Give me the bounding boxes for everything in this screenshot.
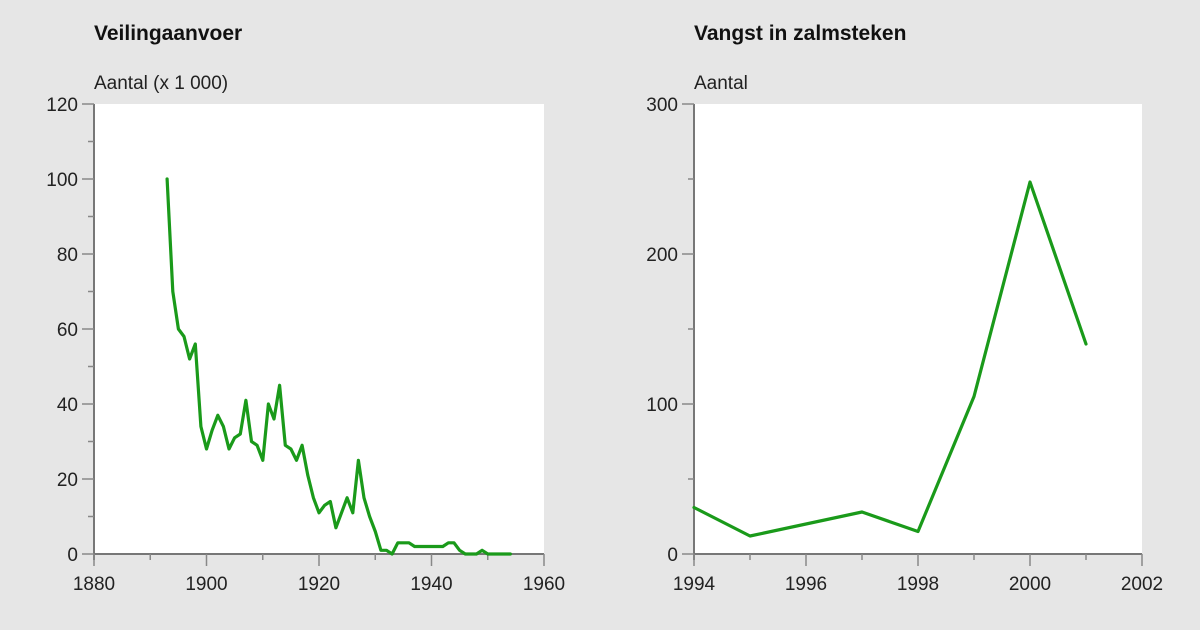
right-x-tick-label: 1998 <box>897 574 939 595</box>
left-y-tick-label: 120 <box>46 95 78 116</box>
left-y-tick-label: 20 <box>57 470 78 491</box>
left-chart-y-axis-label: Aantal (x 1 000) <box>94 73 229 94</box>
left-plot-area <box>94 104 544 554</box>
right-x-tick-label: 2002 <box>1121 574 1163 595</box>
left-y-tick-label: 100 <box>46 170 78 191</box>
right-data-line <box>692 180 1088 538</box>
left-y-tick-label: 40 <box>57 395 78 416</box>
left-y-tick-label: 0 <box>67 545 78 566</box>
left-x-tick-label: 1900 <box>185 574 227 595</box>
right-chart-y-axis-label: Aantal <box>694 73 748 94</box>
right-x-tick-label: 1996 <box>785 574 827 595</box>
left-y-tick-label: 60 <box>57 320 78 341</box>
right-x-tick-label: 1994 <box>673 574 716 595</box>
left-data-line <box>165 177 512 556</box>
left-chart-title: Veilingaanvoer <box>94 22 243 45</box>
left-x-tick-label: 1940 <box>410 574 452 595</box>
right-y-tick-label: 0 <box>667 545 678 566</box>
right-y-tick-label: 100 <box>646 395 678 416</box>
left-x-tick-label: 1880 <box>73 574 115 595</box>
right-plot-area <box>694 104 1142 554</box>
right-chart: 0 100 200 300 1994 1996 1998 2000 2002 <box>646 95 1163 595</box>
right-x-tick-label: 2000 <box>1009 574 1051 595</box>
right-y-tick-label: 200 <box>646 245 678 266</box>
left-x-tick-label: 1920 <box>298 574 340 595</box>
left-x-tick-label: 1960 <box>523 574 565 595</box>
left-chart: 0 20 40 60 80 100 120 1880 1900 1920 1940 1960 <box>46 95 565 595</box>
right-y-tick-label: 300 <box>646 95 678 116</box>
left-y-tick-label: 80 <box>57 245 78 266</box>
right-chart-title: Vangst in zalmsteken <box>694 22 907 45</box>
